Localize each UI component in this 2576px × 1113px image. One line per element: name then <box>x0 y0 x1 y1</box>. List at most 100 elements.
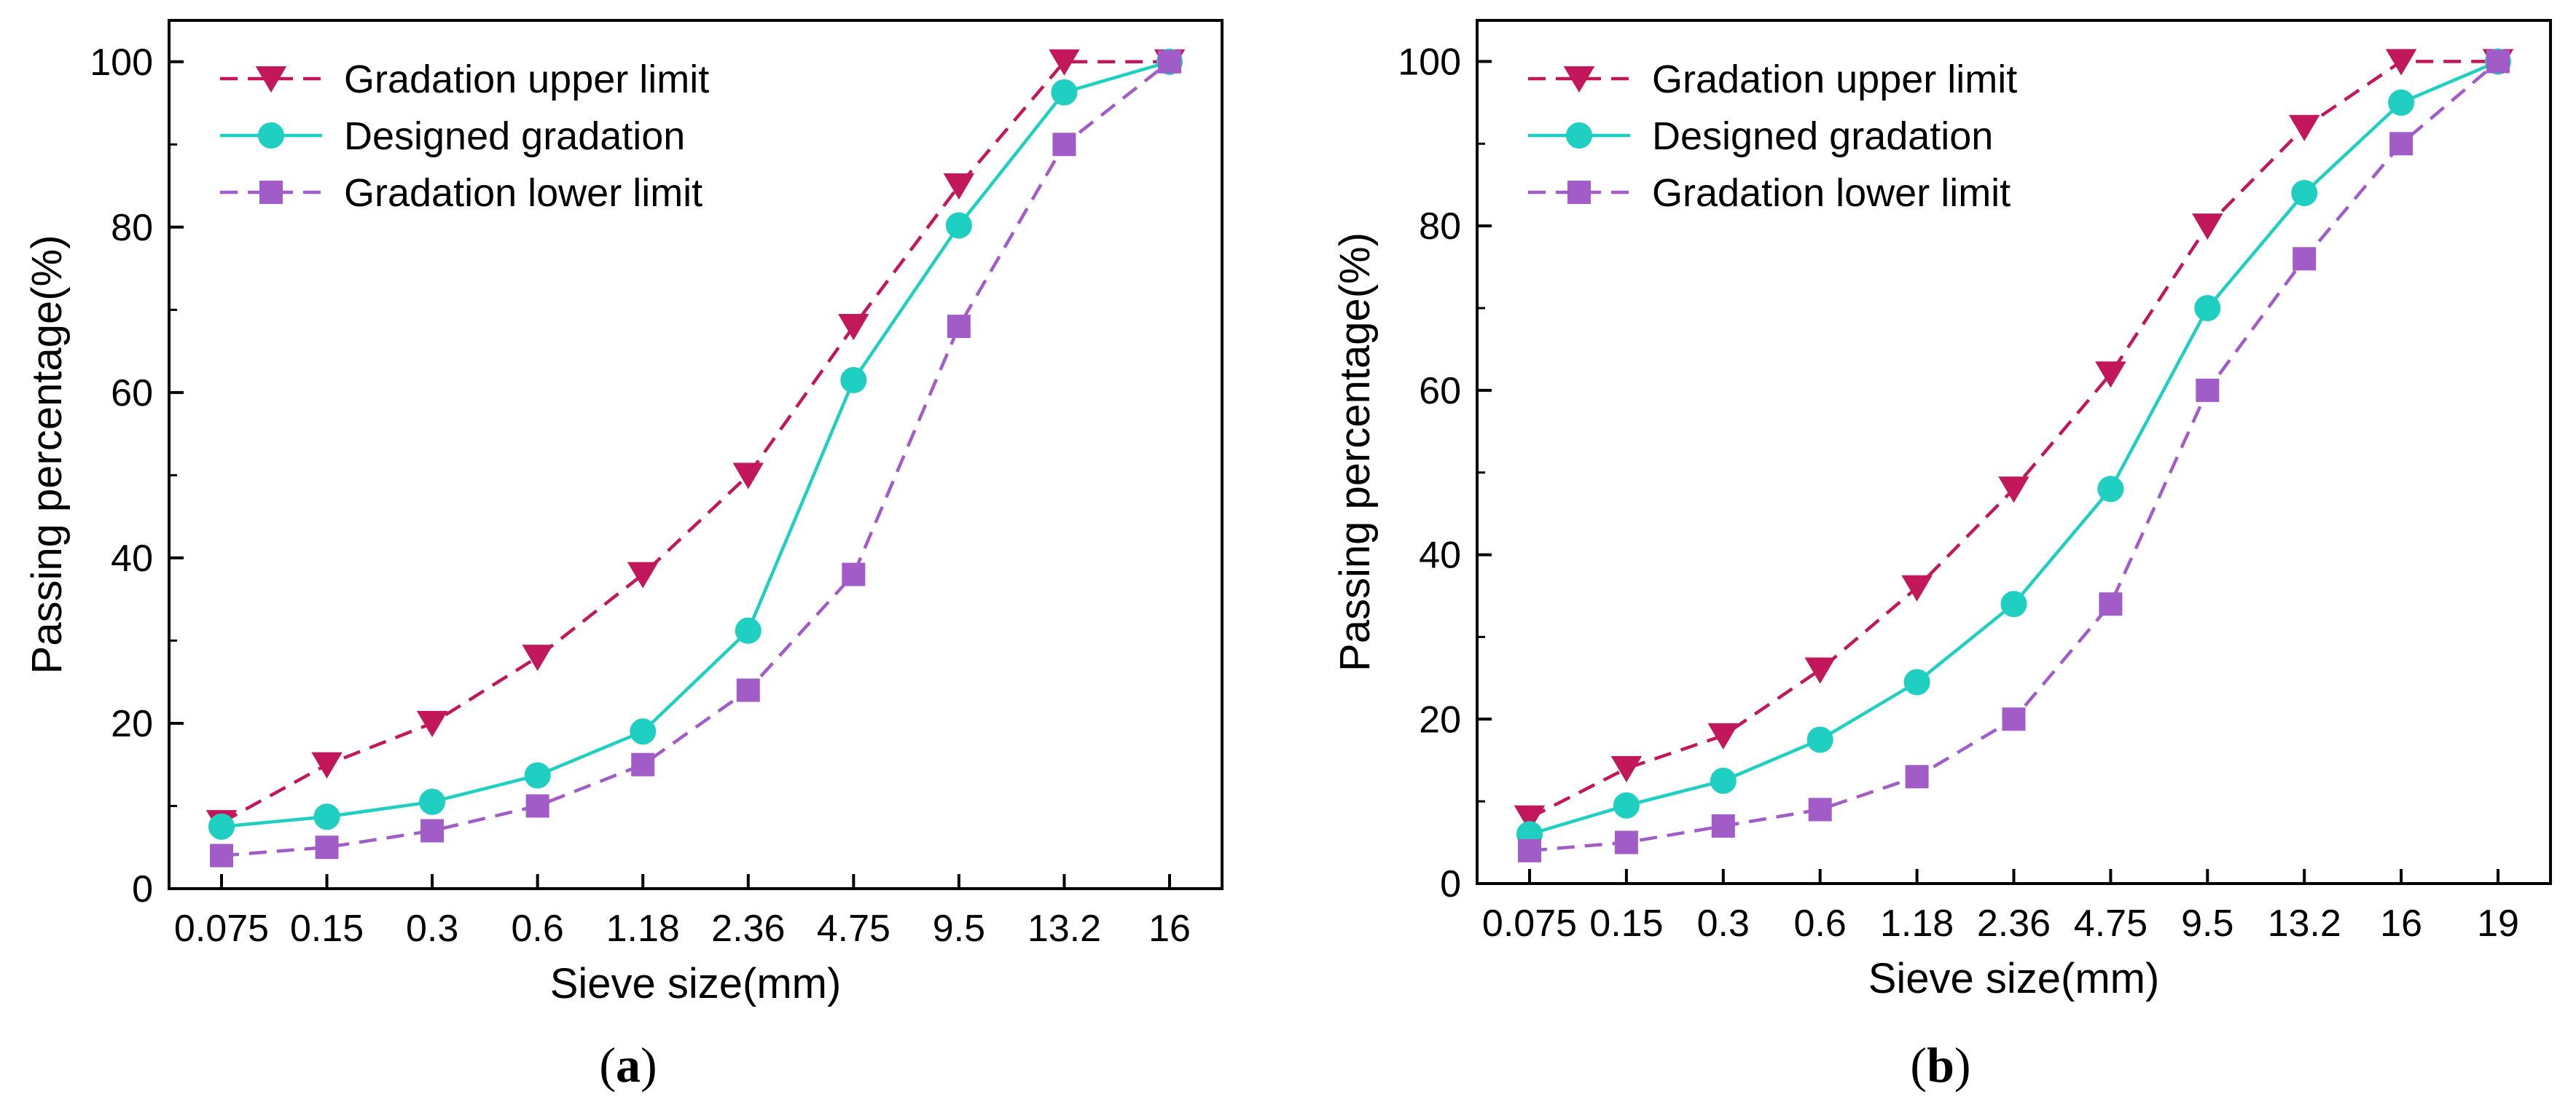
y-tick-label: 20 <box>1419 699 1461 741</box>
data-point <box>2288 114 2320 141</box>
data-point <box>1610 756 1643 783</box>
chart-panel-b: 0 20 40 60 80 100 0.075 0.15 0.3 0.6 1.18 2.36 4.75 9… <box>1331 19 2552 1002</box>
legend-item: Gradation lower limit <box>1528 171 2011 215</box>
x-tick-label: 1.18 <box>606 908 680 950</box>
data-point <box>419 788 446 815</box>
data-point <box>315 835 339 860</box>
chart-panel-a: 0 20 40 60 80 100 0.075 0.15 0.3 0.6 1.18 2.36 4.75 9… <box>23 19 1224 1007</box>
legend-marker <box>1567 181 1591 204</box>
data-point <box>524 762 551 789</box>
y-tick-label: 100 <box>1398 41 1461 83</box>
legend-item: Gradation lower limit <box>220 171 702 215</box>
series-square <box>210 50 1181 868</box>
panel-label-paren: ( <box>1910 1037 1927 1093</box>
data-point <box>1998 476 2029 503</box>
data-point <box>947 315 971 339</box>
data-point <box>1901 575 1933 602</box>
series-line <box>221 60 1170 829</box>
data-point <box>2194 295 2221 321</box>
data-point <box>631 752 655 776</box>
y-tick-label: 100 <box>90 42 153 84</box>
y-tick-label: 80 <box>1419 205 1461 248</box>
plot-frame <box>168 19 1224 890</box>
series-square <box>1518 50 2510 862</box>
data-point <box>1518 838 1541 862</box>
data-point <box>1052 133 1076 157</box>
panel-label: (b) <box>1910 1037 1970 1093</box>
y-tick-label: 0 <box>1440 863 1461 905</box>
legend-item: Designed gradation <box>220 114 685 158</box>
x-tick-label: 0.3 <box>1697 902 1750 945</box>
data-point <box>1808 798 1832 822</box>
legend-label: Designed gradation <box>344 114 685 158</box>
data-point <box>1806 726 1833 753</box>
data-point <box>522 645 553 672</box>
x-tick-label: 4.75 <box>2074 902 2148 945</box>
y-tick-label: 40 <box>1419 535 1461 577</box>
data-point <box>840 366 867 393</box>
series-line <box>220 60 1170 825</box>
x-tick-label: 16 <box>1148 908 1191 950</box>
legend-label: Gradation lower limit <box>344 171 702 215</box>
y-tick-label: 80 <box>111 207 153 249</box>
data-point <box>630 718 657 745</box>
x-tick-label: 13.2 <box>1027 908 1101 950</box>
legend-label: Designed gradation <box>1652 114 1993 158</box>
legend-label: Gradation lower limit <box>1652 171 2011 215</box>
panel-label-paren: ) <box>641 1037 657 1093</box>
data-point <box>208 813 235 840</box>
data-point <box>2099 592 2123 616</box>
y-tick-label: 60 <box>1419 370 1461 412</box>
x-axis-label: Sieve size(mm) <box>550 960 842 1007</box>
y-tick-label: 60 <box>111 372 153 414</box>
data-point <box>1903 669 1930 696</box>
x-tick-label: 13.2 <box>2268 902 2341 945</box>
x-tick-label: 0.075 <box>174 908 269 950</box>
data-point <box>945 212 972 239</box>
data-point <box>2385 49 2417 76</box>
x-tick-label: 2.36 <box>711 908 785 950</box>
data-point <box>2097 476 2124 503</box>
data-point <box>1158 50 1181 74</box>
x-tick-label: 0.3 <box>406 908 458 950</box>
data-point <box>2486 50 2510 74</box>
y-axis-label: Passing percentage(%) <box>1331 232 1379 672</box>
legend-item: Gradation upper limit <box>220 58 709 101</box>
data-point <box>2389 132 2413 156</box>
data-point <box>627 562 659 589</box>
data-point <box>1707 723 1739 750</box>
x-tick-label: 0.075 <box>1482 902 1577 945</box>
data-point <box>525 794 549 818</box>
x-tick-label: 19 <box>2477 902 2519 945</box>
data-point <box>1613 792 1640 819</box>
data-point <box>838 314 869 341</box>
x-tick-label: 0.15 <box>290 908 364 950</box>
x-tick-label: 1.18 <box>1880 902 1954 945</box>
data-point <box>420 819 445 843</box>
data-point <box>943 173 975 200</box>
data-point <box>2002 707 2026 731</box>
series-triangle-down <box>1514 49 2514 832</box>
x-tick-label: 16 <box>2380 902 2422 945</box>
legend-marker <box>1563 66 1595 93</box>
data-point <box>735 617 762 644</box>
panel-label-paren: ) <box>1954 1037 1971 1093</box>
panel-label: (a) <box>599 1037 657 1093</box>
data-point <box>736 678 760 702</box>
data-point <box>842 562 866 586</box>
x-tick-label: 0.15 <box>1589 902 1663 945</box>
data-point <box>1049 49 1080 76</box>
x-tick-label: 9.5 <box>933 908 985 950</box>
data-point <box>2388 89 2415 116</box>
panel-label-paren: ( <box>599 1037 616 1093</box>
legend-item: Designed gradation <box>1528 114 1993 158</box>
x-tick-label: 9.5 <box>2181 902 2234 945</box>
data-point <box>1514 805 1546 832</box>
series-line <box>221 60 1171 857</box>
data-point <box>311 752 342 779</box>
legend-marker <box>259 181 283 204</box>
data-point <box>2196 378 2220 402</box>
y-axis-label: Passing percentage(%) <box>23 235 71 675</box>
x-tick-label: 0.6 <box>512 908 564 950</box>
